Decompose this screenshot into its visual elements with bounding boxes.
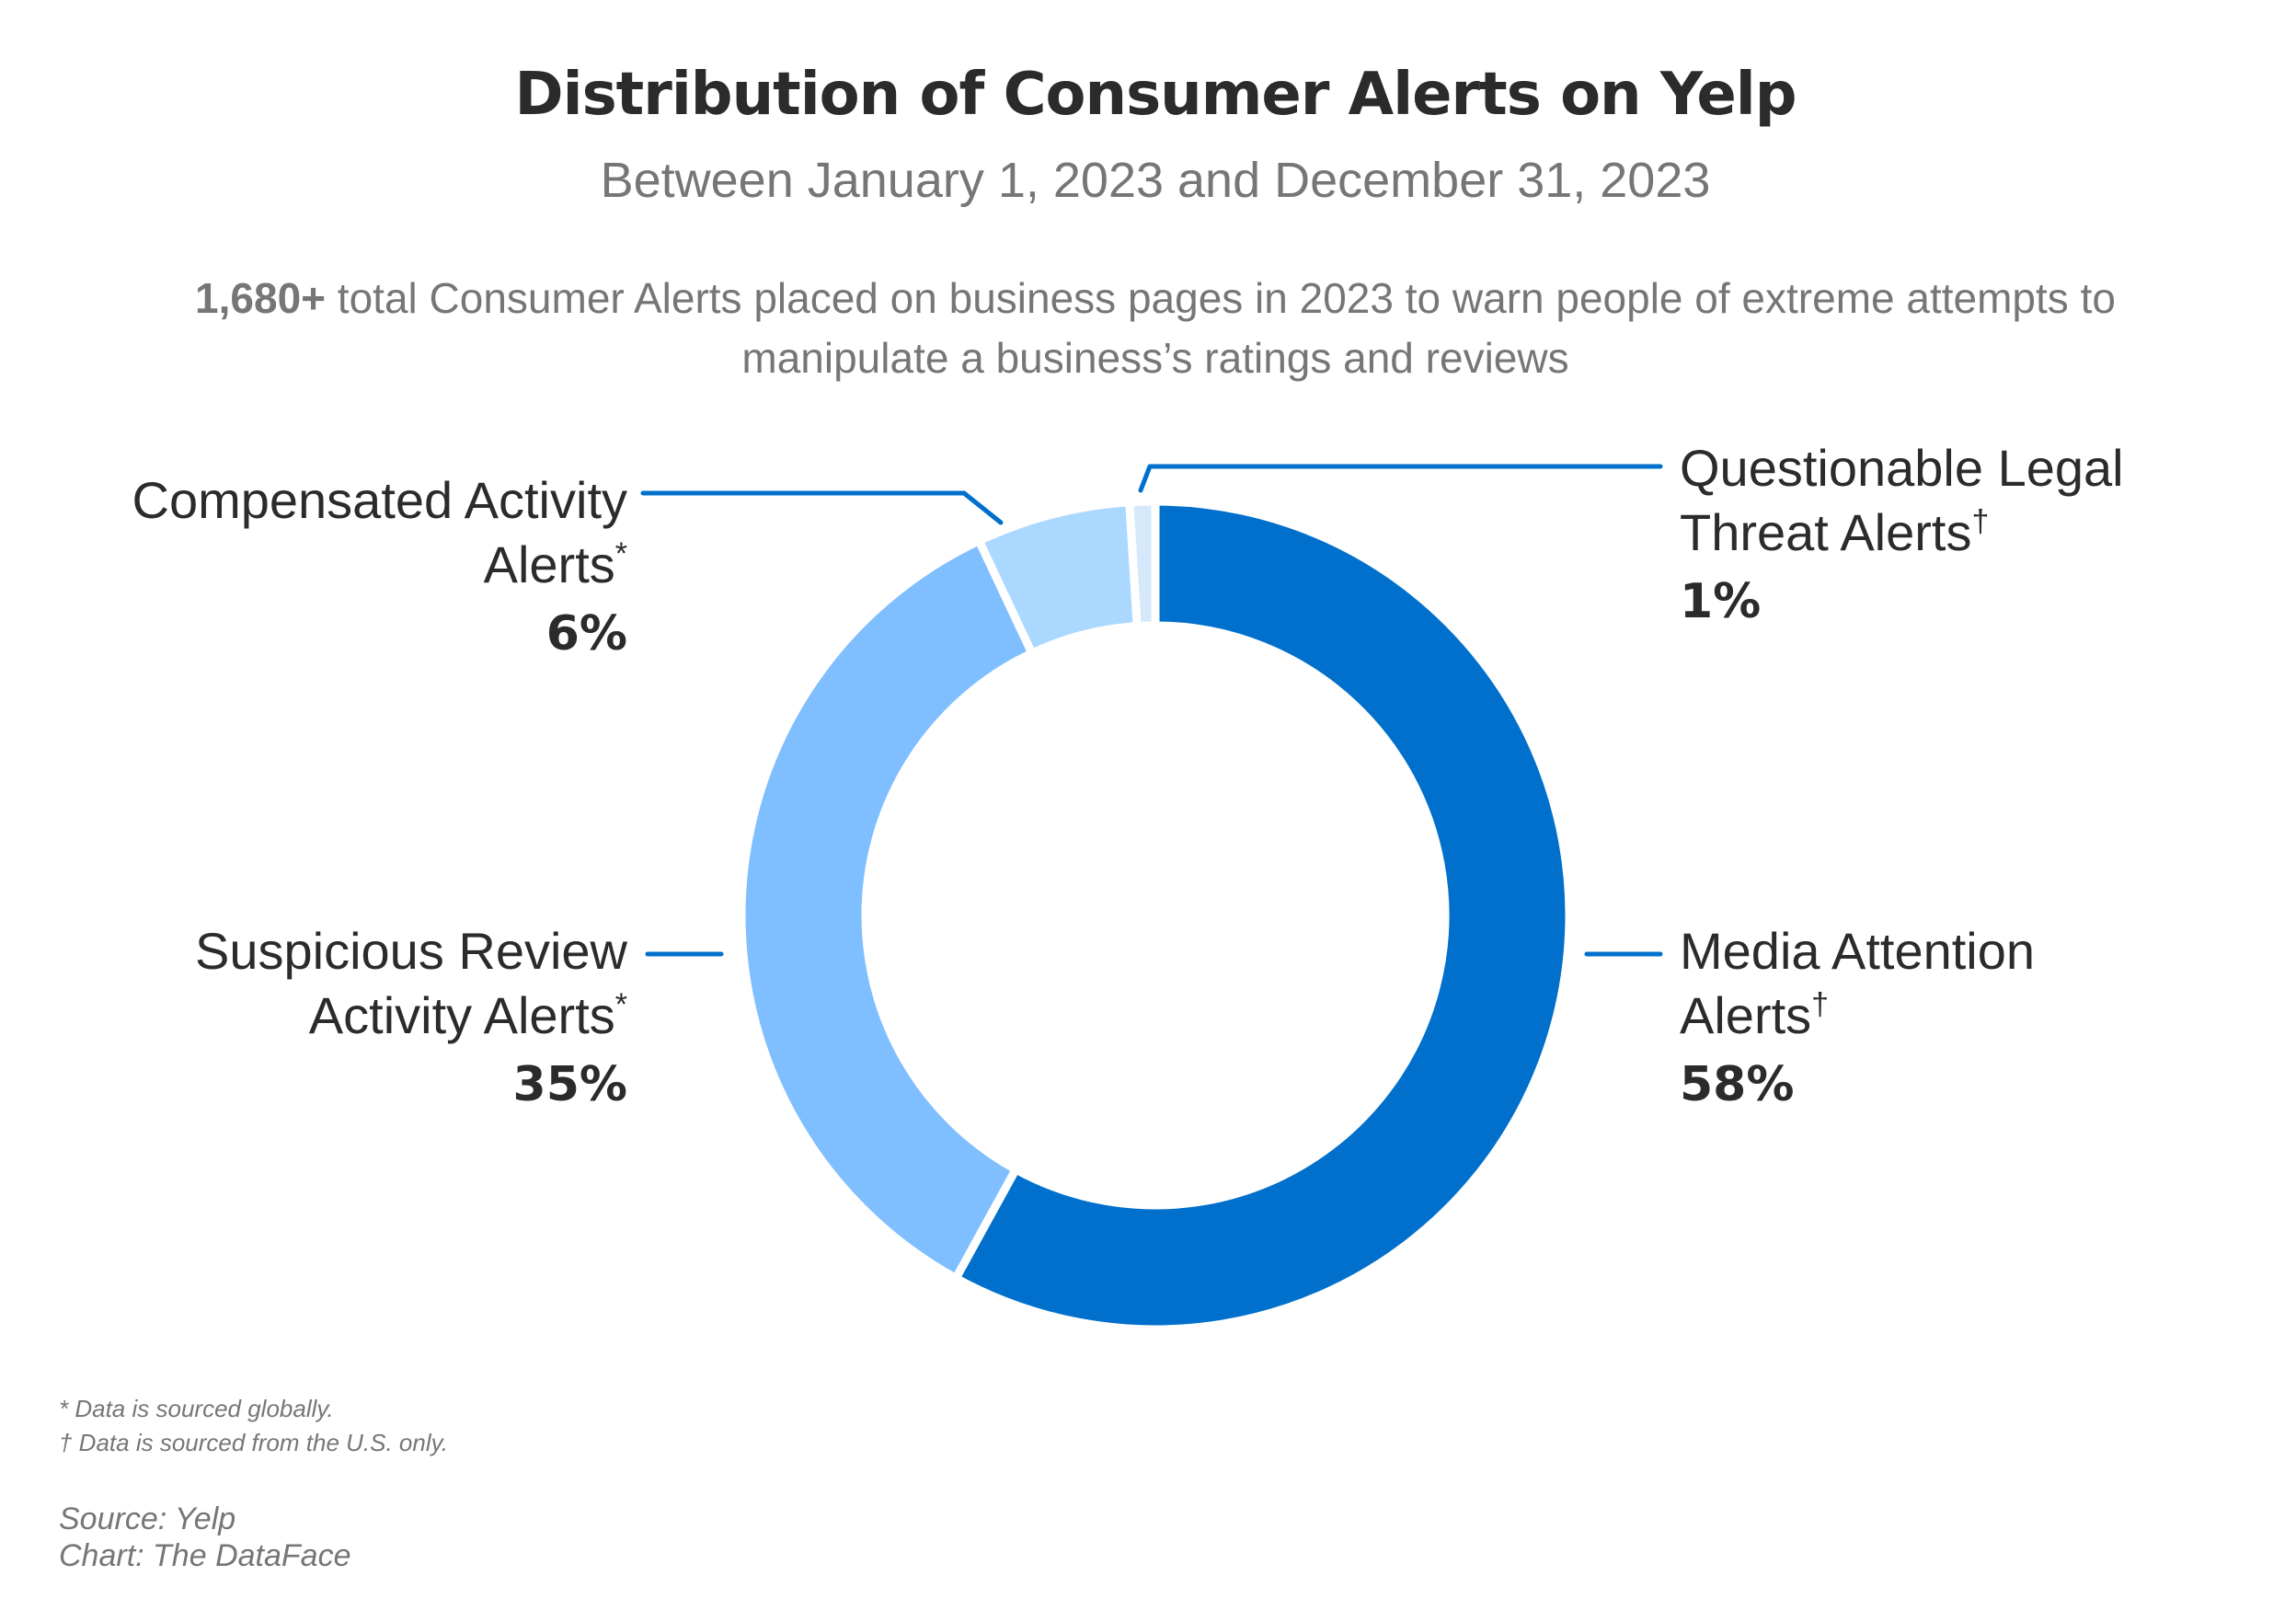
label-legal: Questionable Legal Threat Alerts† 1%: [1680, 439, 2124, 629]
leader-line-compensated: [640, 490, 1004, 525]
data-label: 1%: [1680, 574, 1761, 629]
slice-label: Questionable Legal: [1680, 439, 2124, 497]
credit-note: Chart: The DataFace: [59, 1538, 350, 1573]
description-line-2: manipulate a business’s ratings and revi…: [741, 334, 1568, 382]
data-label: 35%: [513, 1057, 627, 1112]
slice-label: Alerts†: [1680, 986, 1829, 1044]
slice-label: Alerts*: [484, 535, 627, 593]
slice-label: Media Attention: [1680, 922, 2035, 980]
label-compensated: Compensated Activity Alerts* 6%: [132, 471, 627, 661]
footnote-us: † Data is sourced from the U.S. only.: [59, 1429, 448, 1456]
source-note: Source: Yelp: [59, 1501, 235, 1536]
description-text: total Consumer Alerts placed on business…: [326, 274, 2116, 322]
label-suspicious: Suspicious Review Activity Alerts* 35%: [195, 922, 628, 1112]
footnote-global: * Data is sourced globally.: [59, 1395, 334, 1422]
leader-line-legal: [1138, 464, 1663, 493]
total-count: 1,680+: [195, 274, 326, 322]
data-label: 6%: [546, 606, 627, 661]
chart-subtitle: Between January 1, 2023 and December 31,…: [601, 153, 1711, 208]
chart-title: Distribution of Consumer Alerts on Yelp: [515, 61, 1797, 129]
donut-slice-3: [1125, 497, 1160, 631]
data-label: 58%: [1680, 1057, 1794, 1112]
slice-label: Suspicious Review: [195, 922, 628, 980]
label-media: Media Attention Alerts† 58%: [1680, 922, 2035, 1112]
donut-slice-0: [951, 497, 1574, 1334]
description-line-1: 1,680+ total Consumer Alerts placed on b…: [195, 274, 2116, 322]
slice-label: Threat Alerts†: [1680, 503, 1989, 561]
donut-slice-1: [737, 536, 1037, 1283]
donut-slices: [737, 497, 1574, 1334]
slice-label: Activity Alerts*: [309, 986, 627, 1044]
slice-label: Compensated Activity: [132, 471, 627, 529]
